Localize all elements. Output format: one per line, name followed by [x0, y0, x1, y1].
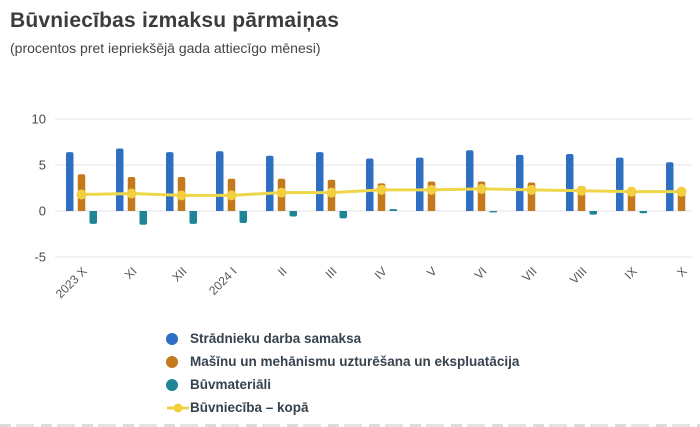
- x-axis-label: XII: [169, 264, 189, 284]
- x-axis-label: II: [275, 264, 290, 279]
- bar-materials[interactable]: [239, 211, 248, 223]
- bar-wages[interactable]: [66, 152, 74, 211]
- bar-machinery[interactable]: [627, 193, 636, 211]
- legend-label-machinery: Mašīnu un mehānismu uzturēšana un eksplu…: [190, 354, 520, 369]
- chart-subtitle: (procentos pret iepriekšējā gada attiecī…: [10, 40, 321, 56]
- total-point[interactable]: [626, 186, 637, 197]
- legend-item-wages[interactable]: Strādnieku darba samaksa: [166, 327, 519, 350]
- legend-item-materials[interactable]: Būvmateriāli: [166, 373, 519, 396]
- bar-wages[interactable]: [616, 157, 624, 211]
- x-axis-label: X: [674, 264, 690, 280]
- x-axis-label: VIII: [567, 264, 590, 287]
- x-axis-label: 2024 I: [206, 264, 239, 297]
- bar-wages[interactable]: [166, 152, 174, 211]
- bar-wages[interactable]: [366, 158, 374, 211]
- x-axis-label: VI: [472, 264, 490, 282]
- bar-materials[interactable]: [639, 211, 648, 214]
- bar-wages[interactable]: [466, 150, 474, 211]
- y-axis-tick-label: 5: [39, 158, 46, 173]
- bar-materials[interactable]: [339, 211, 348, 219]
- legend-item-machinery[interactable]: Mašīnu un mehānismu uzturēšana un eksplu…: [166, 350, 519, 373]
- legend-label-total: Būvniecība – kopā: [190, 400, 309, 415]
- total-point[interactable]: [376, 184, 387, 195]
- bar-wages[interactable]: [516, 154, 524, 211]
- chart-title: Būvniecības izmaksu pārmaiņas: [10, 9, 340, 32]
- bar-wages[interactable]: [216, 151, 224, 211]
- x-axis-label: XI: [122, 264, 140, 282]
- bar-wages[interactable]: [316, 152, 324, 211]
- x-axis-label: III: [323, 264, 340, 281]
- legend-line-icon: [166, 402, 190, 414]
- total-point[interactable]: [126, 188, 137, 199]
- bar-wages[interactable]: [116, 148, 124, 211]
- x-axis-label: VII: [519, 264, 539, 284]
- total-point[interactable]: [576, 185, 587, 196]
- bar-materials[interactable]: [489, 211, 498, 213]
- y-axis-tick-label: 0: [39, 204, 46, 219]
- total-point[interactable]: [76, 189, 87, 200]
- x-axis-label: IX: [622, 264, 640, 282]
- y-axis-tick-label: -5: [34, 250, 46, 265]
- total-point[interactable]: [476, 183, 487, 194]
- total-point[interactable]: [176, 190, 187, 201]
- x-axis-label: 2023 X: [53, 264, 90, 301]
- total-point[interactable]: [526, 184, 537, 195]
- total-point[interactable]: [326, 187, 337, 198]
- chart-header: Būvniecības izmaksu pārmaiņas (procentos…: [0, 0, 700, 56]
- bar-wages[interactable]: [266, 155, 274, 211]
- cropped-content-below: [0, 424, 700, 427]
- total-point[interactable]: [426, 184, 437, 195]
- bar-machinery[interactable]: [677, 193, 686, 211]
- legend-dot-icon: [166, 378, 190, 391]
- legend-item-total[interactable]: Būvniecība – kopā: [166, 396, 519, 419]
- legend-dot-icon: [166, 332, 190, 345]
- bar-wages[interactable]: [566, 153, 574, 211]
- x-axis-label: IV: [372, 264, 390, 282]
- bar-materials[interactable]: [189, 211, 198, 224]
- total-point[interactable]: [276, 187, 287, 198]
- bar-wages[interactable]: [666, 162, 674, 211]
- legend-label-materials: Būvmateriāli: [190, 377, 272, 392]
- bar-materials[interactable]: [139, 211, 148, 225]
- bar-materials[interactable]: [89, 211, 98, 224]
- bar-materials[interactable]: [389, 209, 398, 211]
- total-point[interactable]: [676, 186, 687, 197]
- bar-wages[interactable]: [416, 157, 424, 211]
- legend-dot-icon: [166, 355, 190, 368]
- x-axis-label: V: [424, 264, 440, 280]
- y-axis-tick-label: 10: [32, 112, 46, 127]
- total-point[interactable]: [226, 190, 237, 201]
- legend-label-wages: Strādnieku darba samaksa: [190, 331, 362, 346]
- bar-materials[interactable]: [289, 211, 298, 217]
- legend: Strādnieku darba samaksa Mašīnu un mehāni…: [166, 327, 519, 419]
- bar-materials[interactable]: [589, 211, 598, 215]
